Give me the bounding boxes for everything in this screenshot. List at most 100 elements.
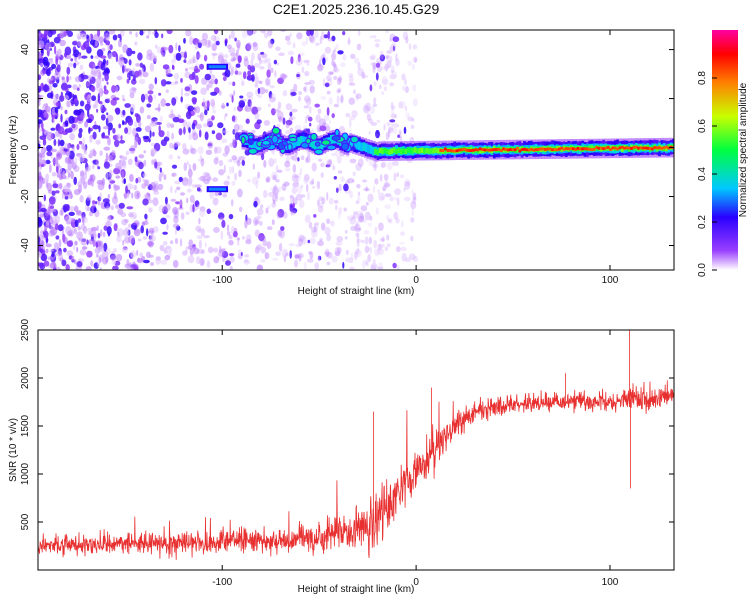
spectrogram-noise-cell (404, 86, 409, 93)
spectrogram-noise-cell (368, 236, 373, 245)
spectrogram-noise-cell (305, 157, 308, 163)
spectrogram-noise-cell (384, 204, 391, 209)
spectrogram-noise-cell (284, 130, 292, 135)
spectrogram-noise-cell (260, 30, 267, 34)
spectrogram-noise-cell (315, 42, 320, 46)
spectrogram-noise-cell (173, 72, 180, 80)
spectrogram-noise-cell (132, 68, 136, 76)
spectrogram-noise-cell (372, 103, 377, 107)
spectrogram-carrier-cell (562, 147, 566, 151)
spectrogram-noise-cell (38, 52, 41, 61)
spectrogram-noise-cell (115, 85, 119, 93)
spectrogram-noise-cell (407, 116, 414, 122)
spectrogram-noise-cell (288, 243, 295, 247)
spectrogram-noise-cell (228, 213, 234, 220)
spectrogram-noise-cell (193, 68, 201, 73)
spectrogram-noise-cell (187, 105, 194, 112)
spectrogram-noise-cell (212, 109, 217, 114)
spectrogram-noise-cell (349, 115, 356, 121)
spectrogram-noise-cell (331, 113, 335, 119)
spectrogram-noise-cell (222, 193, 228, 198)
spectrogram-carrier-cell (516, 146, 519, 150)
spectrogram-noise-cell (155, 256, 161, 261)
spectrogram-noise-cell (118, 202, 125, 209)
spectrogram-noise-cell (51, 75, 54, 81)
spectrogram-noise-cell (140, 93, 146, 103)
spectrogram-noise-cell (356, 183, 361, 189)
spectrogram-noise-cell (194, 106, 197, 112)
spectrogram-carrier-cell (362, 142, 366, 152)
spectrogram-noise-cell (331, 35, 336, 42)
spectrogram-noise-cell (331, 255, 338, 263)
spectrogram-carrier-cell (492, 148, 496, 152)
spectrogram-noise-cell (68, 115, 75, 124)
spectrogram-noise-cell (198, 129, 202, 138)
spectrogram-carrier-cell (667, 146, 671, 150)
spectrogram-noise-cell (331, 59, 335, 67)
spectrogram-noise-cell (65, 226, 72, 235)
spectrogram-noise-cell (171, 173, 175, 177)
spectrogram-noise-cell (224, 54, 229, 59)
spectrogram-noise-cell (217, 54, 224, 64)
snr-xlabel: Height of straight line (km) (298, 584, 415, 595)
spectrogram-noise-cell (320, 162, 325, 168)
spectrogram-noise-cell (326, 159, 332, 168)
spectrogram-noise-cell (185, 211, 190, 215)
spectrogram-carrier-cell (620, 146, 624, 152)
spectrogram-noise-cell (350, 214, 353, 222)
spectrogram-noise-cell (38, 127, 41, 134)
spectrogram-noise-cell (408, 43, 412, 51)
spectrogram-noise-cell (70, 217, 76, 223)
spectrogram-noise-cell (231, 155, 237, 161)
spectrogram-noise-cell (178, 128, 183, 136)
spectrogram-noise-cell (41, 240, 44, 248)
spectrogram-noise-cell (283, 181, 290, 187)
spectrogram-carrier-cell (662, 146, 666, 150)
spectrogram-noise-cell (174, 180, 182, 185)
spectrogram-noise-cell (55, 57, 59, 65)
spectrogram-noise-cell (72, 40, 78, 46)
spectrogram-noise-cell (332, 68, 335, 75)
spectrogram-noise-cell (147, 94, 153, 103)
spectrogram-noise-cell (140, 68, 145, 74)
spectrogram-noise-cell (141, 221, 146, 227)
spectrogram-noise-cell (322, 52, 326, 58)
spectrogram-noise-cell (51, 251, 55, 258)
spectrogram-noise-cell (61, 76, 65, 80)
spectrogram-carrier-blob (247, 147, 258, 155)
spectrogram-noise-cell (355, 163, 362, 171)
spectrogram-noise-cell (277, 208, 285, 218)
spectrogram-noise-cell (256, 80, 263, 84)
spectrogram-noise-cell (194, 75, 199, 84)
spectrogram-noise-cell (242, 236, 247, 240)
spectrogram-noise-cell (77, 41, 82, 47)
spectrogram-noise-cell (327, 252, 333, 259)
spectrogram-noise-cell (392, 262, 397, 269)
spectrogram-noise-cell (116, 75, 123, 81)
spectrogram-noise-cell (345, 112, 351, 118)
spectrogram-noise-cell (175, 225, 181, 231)
spectrogram-noise-cell (154, 182, 160, 191)
spectrogram-noise-cell (209, 191, 215, 200)
spectrogram-noise-cell (290, 91, 297, 96)
spectrogram-noise-cell (219, 245, 222, 254)
spectrogram-noise-cell (188, 132, 193, 141)
spectrogram-noise-cell (408, 253, 416, 260)
spectrogram-noise-cell (278, 52, 285, 57)
spectrogram-noise-cell (222, 193, 226, 198)
spectrogram-carrier-blob (326, 144, 337, 151)
spectrogram-carrier-cell (437, 148, 440, 154)
spectrogram-carrier-cell (399, 148, 403, 155)
spectrogram-noise-cell (49, 164, 52, 173)
spectrogram-noise-cell (138, 154, 145, 159)
spectrogram-noise-cell (387, 129, 390, 138)
spectrogram-noise-cell (67, 194, 74, 199)
spectrogram-noise-cell (43, 159, 46, 165)
spectrogram-noise-cell (336, 78, 342, 85)
spectrogram-noise-cell (277, 229, 283, 237)
spectrogram-noise-cell (405, 106, 408, 112)
spectrogram-noise-cell (79, 100, 85, 107)
spectrogram-noise-cell (378, 192, 385, 201)
spectrogram-noise-cell (351, 110, 358, 118)
spectrogram-noise-cell (73, 176, 77, 185)
